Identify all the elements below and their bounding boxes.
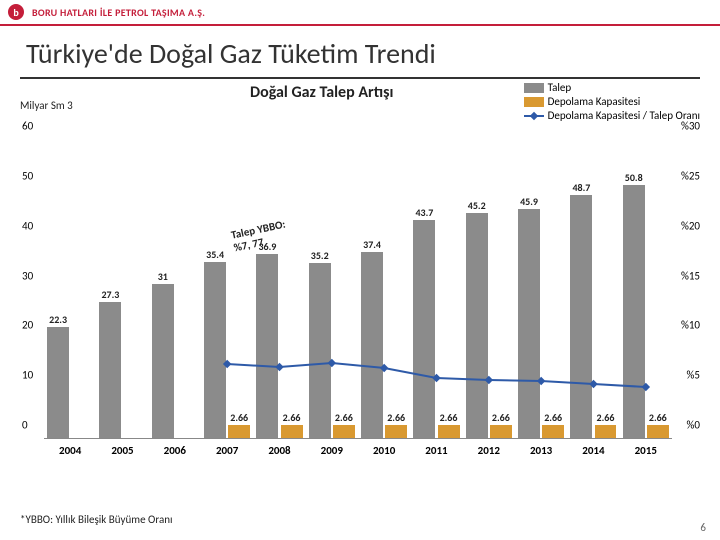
y-axis-left-label: Milyar Sm 3: [20, 99, 73, 112]
legend-label: Depolama Kapasitesi / Talep Oranı: [548, 109, 700, 123]
ytick-right: %0: [687, 419, 700, 432]
ytick-left: 0: [22, 419, 28, 432]
page-title: Türkiye'de Doğal Gaz Tüketim Trendi: [0, 26, 720, 77]
x-axis-label: 2013: [515, 438, 567, 457]
company-logo-icon: b: [8, 4, 24, 20]
ytick-left: 10: [22, 369, 33, 382]
legend-item-talep: Talep: [524, 81, 700, 95]
x-axis-label: 2009: [306, 438, 358, 457]
x-axis-label: 2007: [201, 438, 253, 457]
ytick-right: %25: [681, 169, 700, 182]
swatch-depolama-icon: [524, 97, 544, 107]
ytick-left: 20: [22, 319, 33, 332]
x-axis-label: 2008: [253, 438, 305, 457]
ytick-right: %20: [681, 219, 700, 232]
x-axis-label: 2012: [463, 438, 515, 457]
x-axis-label: 2011: [410, 438, 462, 457]
ytick-right: %10: [681, 319, 700, 332]
title-underline: [20, 77, 700, 79]
swatch-talep-icon: [524, 83, 544, 93]
ratio-line: [44, 139, 672, 439]
company-name: BORU HATLARI İLE PETROL TAŞIMA A.Ş.: [32, 6, 205, 19]
swatch-ratio-icon: [524, 115, 544, 117]
legend-label: Talep: [548, 81, 572, 95]
x-axis-label: 2015: [620, 438, 672, 457]
top-bar: b BORU HATLARI İLE PETROL TAŞIMA A.Ş.: [0, 0, 720, 24]
ytick-left: 50: [22, 169, 33, 182]
x-axis-label: 2004: [44, 438, 96, 457]
x-axis-label: 2014: [567, 438, 619, 457]
ytick-right: %30: [681, 120, 700, 133]
legend-item-ratio: Depolama Kapasitesi / Talep Oranı: [524, 109, 700, 123]
x-axis-label: 2006: [149, 438, 201, 457]
legend-label: Depolama Kapasitesi: [548, 95, 641, 109]
plot-area: 22.3200427.3200531200635.42.66200736.92.…: [44, 139, 672, 439]
x-axis-label: 2005: [96, 438, 148, 457]
ytick-left: 40: [22, 219, 33, 232]
ytick-left: 60: [22, 120, 33, 133]
legend: Talep Depolama Kapasitesi Depolama Kapas…: [524, 81, 700, 123]
legend-item-depolama: Depolama Kapasitesi: [524, 95, 700, 109]
page-number: 6: [700, 521, 706, 534]
footnote: *YBBO: Yıllık Bileşik Büyüme Oranı: [20, 513, 173, 526]
ytick-left: 30: [22, 269, 33, 282]
x-axis-label: 2010: [358, 438, 410, 457]
chart-subtitle: Doğal Gaz Talep Artışı: [250, 83, 393, 102]
chart: Doğal Gaz Talep Artışı Milyar Sm 3 Talep…: [20, 83, 700, 483]
ytick-right: %15: [681, 269, 700, 282]
ytick-right: %5: [687, 369, 700, 382]
